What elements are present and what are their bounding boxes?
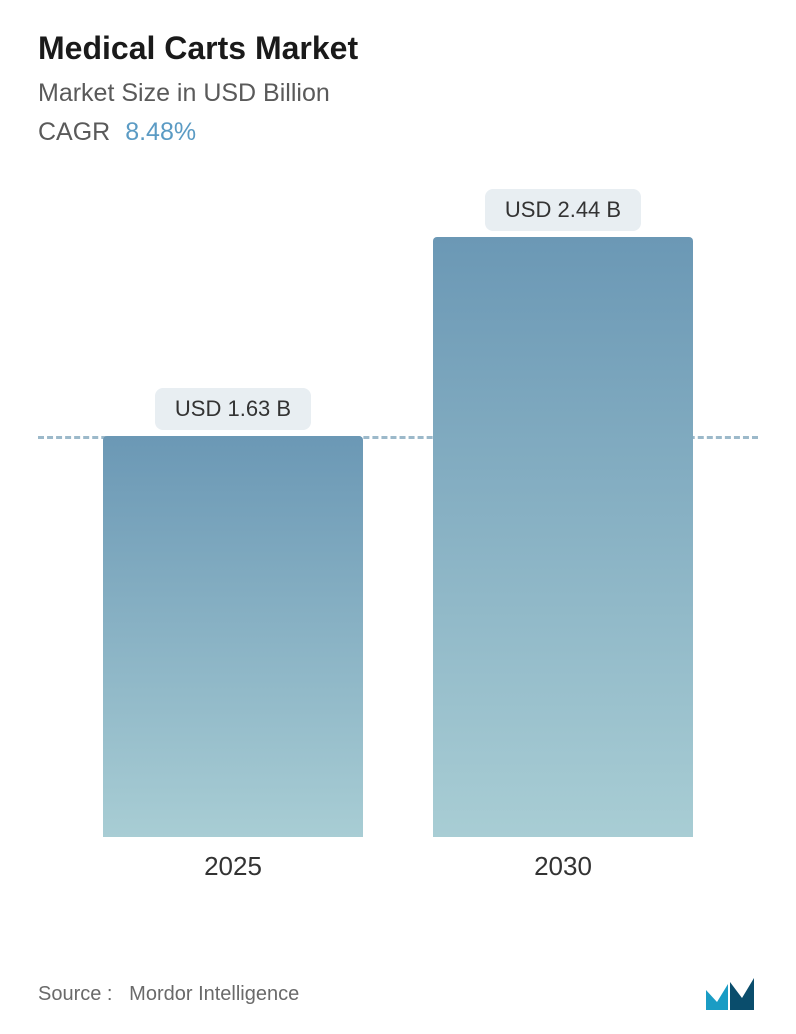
chart-footer: Source : Mordor Intelligence <box>38 976 758 1012</box>
cagr-value: 8.48% <box>125 118 196 146</box>
bar-group: USD 2.44 B <box>433 189 693 837</box>
value-badge: USD 1.63 B <box>155 388 311 430</box>
chart-subtitle: Market Size in USD Billion <box>38 79 758 108</box>
x-axis-label: 2025 <box>204 851 262 882</box>
source-name: Mordor Intelligence <box>129 983 299 1005</box>
cagr-label: CAGR <box>38 118 110 146</box>
chart-container: Medical Carts Market Market Size in USD … <box>0 0 796 1034</box>
bar <box>103 436 363 837</box>
chart-area: USD 1.63 B USD 2.44 B 2025 2030 <box>38 187 758 887</box>
chart-title: Medical Carts Market <box>38 30 758 67</box>
bar-group: USD 1.63 B <box>103 388 363 837</box>
mordor-logo-icon <box>704 976 758 1012</box>
bars-wrap: USD 1.63 B USD 2.44 B <box>38 187 758 837</box>
cagr-line: CAGR 8.48% <box>38 118 758 147</box>
x-axis-label: 2030 <box>534 851 592 882</box>
bar <box>433 237 693 837</box>
source-text: Source : Mordor Intelligence <box>38 983 299 1006</box>
source-label: Source : <box>38 983 112 1005</box>
value-badge: USD 2.44 B <box>485 189 641 231</box>
